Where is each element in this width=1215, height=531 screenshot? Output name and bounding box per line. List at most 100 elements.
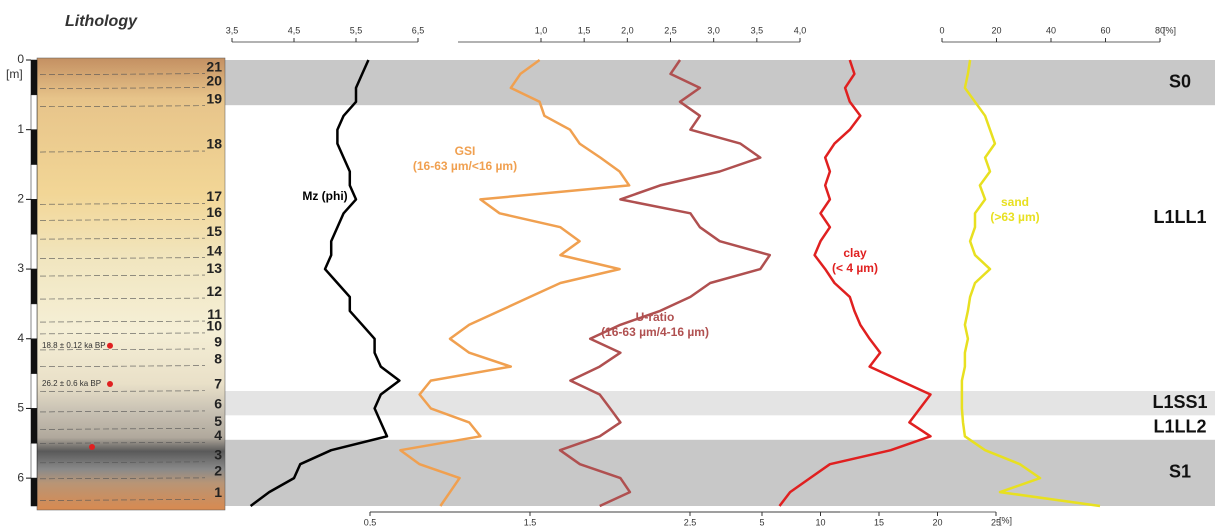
- zone-label: L1LL2: [1153, 416, 1206, 436]
- depth-ruler: [30, 268, 38, 305]
- depth-tick-label: 0: [17, 52, 24, 66]
- depth-ruler: [30, 303, 38, 339]
- layer-number: 7: [214, 375, 222, 391]
- layer-line: [39, 105, 206, 108]
- x-tick-label: 3,5: [751, 25, 764, 35]
- depth-unit: [m]: [6, 67, 23, 81]
- layer-number: 15: [206, 223, 222, 239]
- layer-number: 1: [214, 484, 222, 500]
- layer-line: [39, 410, 206, 413]
- layer-number: 4: [214, 427, 222, 443]
- x-unit: [%]: [1163, 25, 1176, 35]
- x-tick-label: 1,5: [524, 517, 537, 526]
- zone-label: S0: [1169, 71, 1191, 91]
- plot: 0123456212019181716151413121110987654321…: [17, 25, 1176, 527]
- x-tick-label: 5,5: [350, 25, 363, 35]
- layer-number: 18: [206, 136, 222, 152]
- x-tick-label: 2,0: [621, 25, 634, 35]
- layer-line: [39, 428, 206, 430]
- x-tick-label: 40: [1046, 25, 1056, 35]
- curve: [249, 59, 401, 508]
- x-tick-label: 80: [1155, 25, 1165, 35]
- zones: S0 L1LL1 L1SS1 L1LL2 S1: [225, 60, 1215, 506]
- layer-line: [39, 365, 206, 367]
- date-label: 18.8 ± 0.12 ka BP: [42, 341, 106, 350]
- zone-band: [225, 105, 1215, 392]
- x-tick-label: 2,5: [684, 517, 697, 526]
- layer-number: 21: [206, 58, 222, 74]
- layer-number: 16: [206, 204, 222, 220]
- date-dot: [107, 342, 113, 349]
- layer-number: 19: [206, 90, 222, 106]
- zone-label: L1SS1: [1152, 392, 1207, 412]
- x-tick-label: 4,0: [794, 25, 807, 35]
- date-dot: [89, 444, 95, 450]
- layer-line: [39, 332, 206, 335]
- curve-label: sand: [1001, 195, 1029, 209]
- zone-label: S1: [1169, 462, 1191, 482]
- zone-band: [225, 439, 1215, 506]
- curve-annotation: (>63 µm): [990, 210, 1039, 224]
- layer-number: 10: [206, 318, 222, 334]
- layer-line: [39, 237, 206, 240]
- curve-annotation: (16-63 µm/<16 µm): [413, 159, 517, 173]
- curve-label: clay: [843, 246, 867, 260]
- x-tick-label: 6,5: [412, 25, 425, 35]
- depth-tick-label: 6: [17, 470, 24, 484]
- depth-ruler: [30, 233, 38, 270]
- layer-number: 8: [214, 350, 222, 366]
- date-dot: [107, 381, 113, 388]
- layer-number: 9: [214, 334, 222, 350]
- curve: [960, 59, 1101, 508]
- layer-line: [39, 320, 206, 323]
- depth-ruler: [30, 373, 38, 409]
- x-tick-label: 4,5: [288, 25, 301, 35]
- layer-line: [39, 390, 206, 393]
- x-tick-label: 1,5: [578, 25, 591, 35]
- layer-number: 2: [214, 463, 222, 479]
- layer-number: 3: [214, 447, 222, 463]
- layer-line: [39, 297, 206, 300]
- layer-line: [39, 477, 206, 480]
- curve: [778, 59, 932, 507]
- x-tick-label: 3,0: [707, 25, 720, 35]
- depth-ruler: [30, 443, 38, 479]
- layer-line: [39, 499, 206, 501]
- layer-line: [39, 348, 206, 351]
- x-tick-label: 0,5: [364, 517, 377, 526]
- depth-tick-label: 4: [17, 331, 24, 345]
- x-tick-label: 15: [874, 517, 884, 526]
- depth-tick-label: 1: [17, 122, 24, 136]
- x-tick-label: 20: [932, 517, 942, 526]
- layer-line: [39, 274, 206, 277]
- date-label: 26.2 ± 0.6 ka BP: [42, 379, 101, 388]
- curve-annotation: (< 4 µm): [832, 261, 878, 275]
- depth-ruler: [30, 408, 38, 444]
- layer-line: [39, 87, 206, 89]
- x-tick-label: 1,0: [535, 25, 548, 35]
- layer-number: 11: [207, 306, 222, 322]
- depth-ruler: [30, 338, 38, 374]
- layer-line: [39, 461, 206, 464]
- zone-band: [225, 415, 1215, 440]
- x-tick-label: 3,5: [226, 25, 239, 35]
- curve-label: GSI: [455, 144, 476, 158]
- layer-number: 13: [206, 260, 222, 276]
- layer-line: [39, 73, 206, 75]
- layer-number: 6: [214, 396, 222, 412]
- layer-number: 17: [206, 188, 222, 204]
- curve: [399, 58, 631, 507]
- curve-label: U-ratio: [636, 310, 675, 324]
- curve: [558, 59, 772, 508]
- x-tick-label: 60: [1100, 25, 1110, 35]
- layer-line: [39, 442, 206, 444]
- curve-annotation: (16-63 µm/4-16 µm): [601, 325, 709, 339]
- x-unit: [%]: [999, 515, 1012, 525]
- x-tick-label: 0: [939, 25, 944, 35]
- layer-line: [39, 257, 206, 259]
- depth-ruler: [30, 199, 38, 235]
- depth-ruler: [30, 129, 38, 165]
- depth-ruler: [30, 94, 38, 130]
- layer-line: [39, 150, 206, 153]
